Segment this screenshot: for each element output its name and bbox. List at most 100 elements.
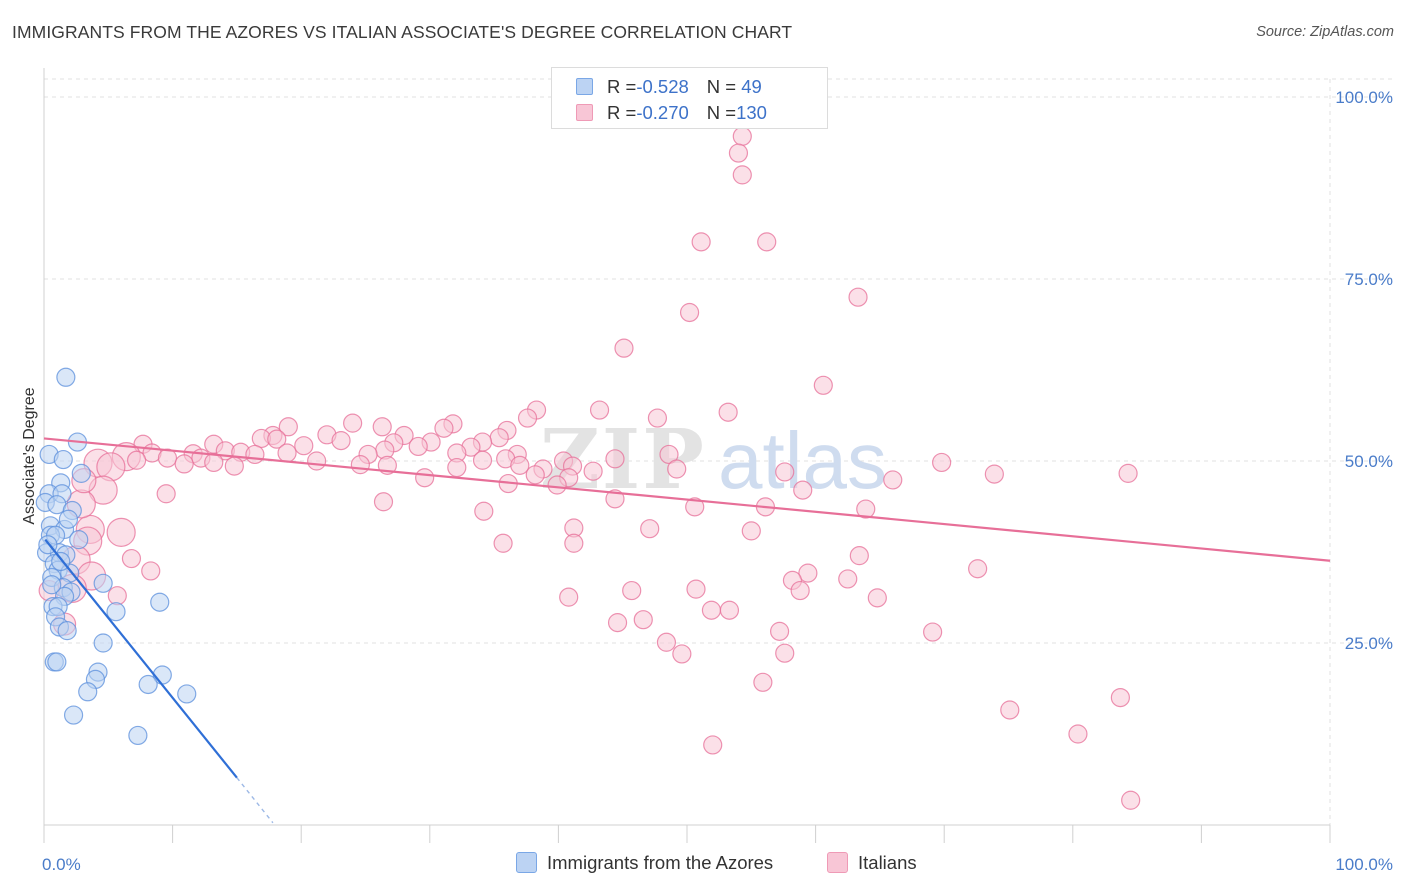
italians-point bbox=[701, 600, 722, 620]
azores-point bbox=[69, 530, 89, 550]
bottom-legend-label-azores: Immigrants from the Azores bbox=[547, 852, 774, 873]
series-azores bbox=[35, 367, 197, 746]
bottom-legend-azores: Immigrants from the Azores bbox=[516, 852, 773, 874]
y-axis-label: Associate's Degree bbox=[21, 387, 38, 524]
italians-point bbox=[174, 454, 194, 474]
y-tick-label: 100.0% bbox=[1335, 88, 1393, 107]
italians-point bbox=[294, 436, 314, 456]
chart-title: IMMIGRANTS FROM THE AZORES VS ITALIAN AS… bbox=[12, 22, 793, 42]
italians-point bbox=[1121, 790, 1141, 810]
italians-point bbox=[813, 375, 833, 395]
italians-point bbox=[656, 632, 677, 652]
legend-r-label: R = bbox=[607, 76, 637, 97]
italians-point bbox=[775, 462, 795, 482]
italians-point bbox=[622, 580, 642, 601]
azores-point bbox=[128, 725, 148, 746]
italians-point bbox=[790, 580, 810, 601]
azores-point bbox=[78, 682, 98, 702]
italians-point bbox=[647, 408, 668, 428]
trend-lines bbox=[43, 437, 1331, 824]
italians-point bbox=[204, 452, 224, 473]
italians-point bbox=[932, 452, 952, 473]
italians-point bbox=[691, 232, 711, 252]
italians-point bbox=[849, 546, 869, 566]
italians-point bbox=[793, 480, 813, 500]
y-tick-label: 25.0% bbox=[1345, 634, 1393, 653]
italians-point bbox=[718, 402, 738, 422]
italians-point bbox=[867, 588, 887, 608]
italians-point bbox=[968, 559, 988, 579]
italians-point bbox=[224, 456, 244, 476]
italians-point bbox=[1110, 687, 1130, 708]
italians-point bbox=[415, 468, 435, 488]
italians-point bbox=[589, 400, 610, 420]
italians-point bbox=[517, 408, 538, 428]
azores-point bbox=[58, 509, 79, 529]
italians-point bbox=[719, 600, 740, 620]
x-tick-labels: 0.0% 100.0% bbox=[42, 855, 1393, 874]
italians-point bbox=[923, 622, 943, 642]
italians-point bbox=[667, 459, 687, 479]
italians-point bbox=[1000, 700, 1020, 720]
source-credit: Source: ZipAtlas.com bbox=[1256, 24, 1394, 40]
legend-row-italians: R = -0.270 N = 130 bbox=[576, 102, 767, 126]
legend-n-label: N = bbox=[706, 76, 737, 97]
italians-point bbox=[107, 586, 127, 606]
watermark: ZIP atlas bbox=[540, 412, 887, 508]
azores-point bbox=[42, 575, 62, 595]
italians-point bbox=[156, 484, 176, 504]
italians-point bbox=[489, 428, 509, 448]
italians-point bbox=[277, 443, 297, 463]
italians-point bbox=[741, 521, 761, 541]
bottom-legend-swatch-azores bbox=[516, 852, 537, 873]
azores-trend-line bbox=[44, 538, 238, 779]
italians-point bbox=[672, 644, 692, 664]
italians-point bbox=[798, 563, 818, 583]
legend-r-value: -0.528 bbox=[636, 76, 689, 97]
azores-point bbox=[150, 592, 170, 612]
azores-point bbox=[93, 573, 113, 593]
legend-n-value: 49 bbox=[736, 76, 762, 97]
italians-point bbox=[732, 126, 752, 146]
italians-point bbox=[564, 533, 584, 553]
italians-point bbox=[984, 464, 1004, 484]
italians-point bbox=[640, 519, 660, 539]
italians-point bbox=[331, 431, 351, 451]
italians-point bbox=[583, 461, 603, 481]
italians-point bbox=[753, 672, 773, 692]
italians-point bbox=[614, 338, 634, 358]
italians-point bbox=[343, 413, 363, 433]
italians-point bbox=[607, 613, 628, 633]
italians-point bbox=[838, 569, 858, 589]
italians-point bbox=[679, 302, 700, 323]
italians-point bbox=[106, 517, 136, 547]
italians-point bbox=[474, 501, 494, 521]
italians-point bbox=[245, 444, 265, 465]
italians-point bbox=[278, 417, 298, 437]
legend-r-value: -0.270 bbox=[636, 102, 689, 123]
italians-point bbox=[769, 621, 790, 641]
italians-point bbox=[472, 450, 493, 470]
bottom-legend-swatch-italians bbox=[827, 852, 848, 873]
bottom-legend-label-italians: Italians bbox=[858, 852, 917, 873]
legend-r-label: R = bbox=[607, 102, 637, 123]
italians-point bbox=[447, 457, 467, 478]
italians-point bbox=[373, 492, 394, 512]
x-tick-label: 0.0% bbox=[42, 855, 81, 874]
italians-point bbox=[703, 735, 723, 755]
azores-point bbox=[47, 652, 67, 672]
azores-point bbox=[57, 621, 77, 641]
legend-swatch-italians bbox=[576, 104, 593, 121]
azores-point bbox=[138, 674, 158, 695]
legend-row-azores: R = -0.528 N = 49 bbox=[576, 76, 762, 100]
italians-point bbox=[685, 497, 705, 517]
italians-point bbox=[605, 489, 625, 509]
italians-point bbox=[547, 475, 567, 495]
italians-point bbox=[121, 548, 142, 569]
italians-point bbox=[350, 455, 370, 475]
azores-point bbox=[56, 367, 76, 387]
italians-point bbox=[605, 449, 625, 469]
azores-point bbox=[177, 684, 197, 704]
italians-point bbox=[728, 143, 749, 163]
italians-point bbox=[686, 579, 706, 599]
